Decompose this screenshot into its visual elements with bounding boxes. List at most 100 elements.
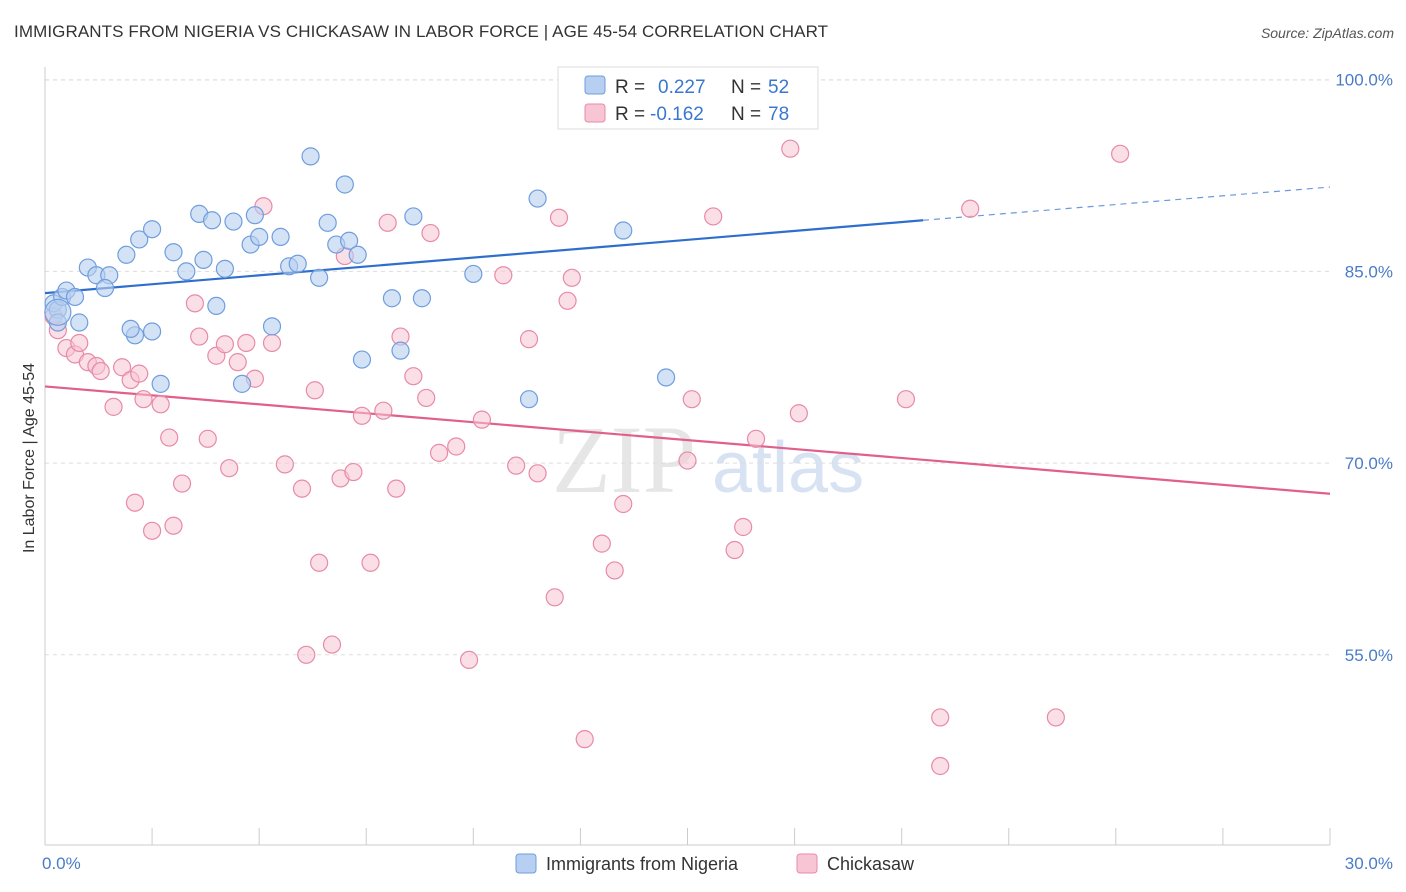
chickasaw-point	[575, 730, 594, 749]
chickasaw-trendline	[44, 385, 1331, 495]
legend-r-label-2: R =	[615, 104, 645, 125]
chickasaw-point	[789, 404, 808, 423]
nigeria-point	[528, 189, 547, 208]
legend-n-value-2: 78	[768, 104, 789, 125]
nigeria-point	[202, 211, 222, 230]
nigeria-trendline-extension	[923, 186, 1331, 221]
y-axis-title: In Labor Force | Age 45-54	[21, 363, 38, 553]
chickasaw-point	[228, 353, 247, 372]
chickasaw-point	[494, 266, 513, 285]
chickasaw-point	[378, 213, 397, 232]
nigeria-point	[142, 220, 162, 239]
chickasaw-point	[125, 493, 145, 512]
y-tick-label-55: 55.0%	[1345, 646, 1393, 665]
nigeria-point	[215, 259, 234, 278]
nigeria-point	[232, 374, 252, 393]
chickasaw-point	[142, 521, 162, 540]
nigeria-point	[404, 207, 423, 226]
legend-n-label-1: N =	[731, 77, 761, 98]
chickasaw-point	[734, 517, 753, 537]
series-legend: Immigrants from Nigeria Chickasaw	[515, 853, 915, 874]
nigeria-point	[614, 221, 633, 240]
nigeria-point	[142, 322, 162, 341]
legend-swatch-pink	[584, 103, 606, 123]
chickasaw-point	[417, 388, 436, 408]
chickasaw-point	[91, 361, 110, 381]
chickasaw-point	[172, 474, 192, 493]
chickasaw-point	[682, 390, 701, 409]
nigeria-point	[301, 147, 320, 166]
nigeria-trendline	[44, 219, 924, 295]
legend-r-value-1: 0.227	[658, 77, 706, 98]
chickasaw-point	[558, 291, 577, 310]
nigeria-point	[335, 175, 354, 194]
chickasaw-point	[198, 429, 217, 448]
nigeria-point	[95, 278, 115, 298]
legend-r-label-1: R =	[615, 77, 645, 98]
chickasaw-point	[562, 268, 581, 287]
chickasaw-point	[519, 330, 539, 349]
watermark-atlas: atlas	[712, 428, 864, 508]
nigeria-point	[65, 287, 85, 307]
nigeria-point	[352, 350, 372, 369]
chickasaw-point	[1111, 144, 1130, 163]
nigeria-point	[117, 245, 136, 264]
chickasaw-point	[387, 479, 406, 498]
chickasaw-point	[1046, 708, 1065, 727]
chickasaw-point	[725, 540, 744, 560]
chickasaw-point	[528, 464, 547, 483]
chickasaw-point	[447, 437, 466, 456]
nigeria-point	[348, 245, 367, 264]
chickasaw-point	[545, 588, 564, 607]
trendlines	[44, 186, 1331, 495]
chickasaw-point	[605, 561, 624, 580]
chickasaw-point	[70, 333, 89, 353]
nigeria-point	[70, 313, 89, 332]
nigeria-point	[207, 296, 226, 316]
legend-r-value-2: -0.162	[650, 104, 704, 125]
chickasaw-point	[185, 294, 205, 313]
nigeria-point	[177, 262, 196, 281]
chickasaw-point	[344, 462, 363, 482]
chickasaw-point	[130, 364, 149, 383]
nigeria-point	[310, 268, 329, 287]
chickasaw-point	[374, 401, 393, 420]
nigeria-point	[288, 254, 307, 273]
bottom-legend-swatch-blue	[515, 853, 537, 874]
y-tick-label-100: 100.0%	[1335, 71, 1393, 90]
chickasaw-point	[704, 207, 723, 226]
chickasaw-point	[310, 553, 329, 572]
chickasaw-point	[104, 397, 123, 416]
nigeria-point	[464, 264, 483, 284]
legend-n-label-2: N =	[731, 104, 761, 125]
nigeria-point	[245, 206, 264, 225]
chickasaw-point	[896, 390, 916, 409]
nigeria-point	[382, 289, 402, 308]
bottom-legend-label-1: Immigrants from Nigeria	[546, 854, 739, 874]
chickasaw-point	[614, 494, 633, 514]
chickasaw-point	[305, 381, 324, 400]
nigeria-point	[250, 227, 269, 246]
chickasaw-point	[507, 456, 526, 475]
nigeria-point	[130, 230, 149, 249]
nigeria-point	[318, 213, 337, 232]
nigeria-point	[519, 390, 539, 409]
nigeria-point	[656, 368, 676, 387]
chickasaw-point	[746, 429, 766, 448]
chickasaw-point	[931, 708, 950, 727]
y-tick-label-85: 85.0%	[1345, 262, 1393, 281]
chickasaw-point	[160, 428, 179, 447]
chickasaw-point	[297, 645, 316, 664]
chickasaw-point	[781, 139, 800, 158]
legend-n-value-1: 52	[768, 77, 789, 98]
legend-swatch-blue	[584, 75, 606, 95]
chickasaw-point	[262, 333, 282, 353]
chickasaw-point	[592, 534, 611, 553]
nigeria-point	[391, 341, 410, 360]
nigeria-point	[121, 319, 140, 339]
x-tick-label-max: 30.0%	[1345, 854, 1393, 873]
chickasaw-point	[134, 390, 153, 409]
chickasaw-point	[404, 367, 423, 386]
chickasaw-point	[678, 451, 697, 470]
